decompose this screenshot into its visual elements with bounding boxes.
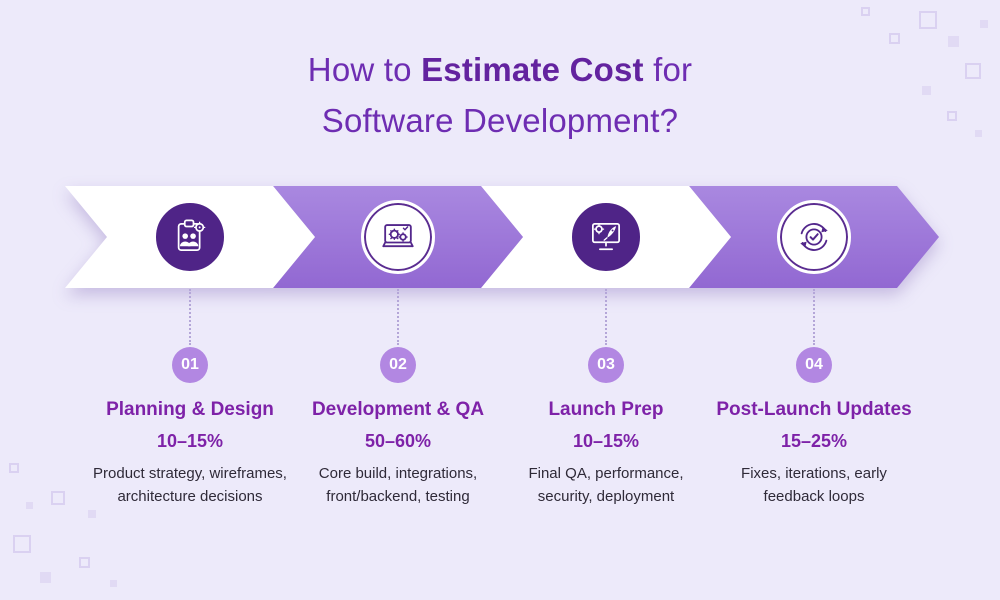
step-2-icon-circle (361, 200, 435, 274)
step-column-3: 03 Launch Prep 10–15% Final QA, performa… (494, 289, 718, 509)
step-heading: Launch Prep (548, 399, 664, 420)
step-column-1: 01 Planning & Design 10–15% Product stra… (78, 289, 302, 509)
monitor-rocket-icon (585, 216, 627, 258)
step-heading: Post-Launch Updates (716, 399, 912, 420)
connector-line (189, 289, 191, 345)
step-description: Final QA, performance, security, deploym… (528, 465, 684, 506)
step-number-badge: 02 (380, 347, 416, 383)
step-heading: Planning & Design (106, 399, 274, 420)
title-line-2: Software Development? (321, 102, 679, 140)
step-1-icon-circle (153, 200, 227, 274)
page-title: How to Estimate Cost for Software Develo… (0, 44, 1000, 146)
connector-line (605, 289, 607, 345)
title-prefix: How to (307, 51, 422, 88)
step-description: Product strategy, wireframes, architectu… (93, 465, 287, 506)
chevron-step-4 (689, 186, 939, 288)
step-number-badge: 01 (172, 347, 208, 383)
step-percent: 15–25% (780, 431, 848, 451)
step-heading: Development & QA (311, 399, 485, 420)
title-suffix: for (643, 51, 693, 88)
laptop-gears-icon (376, 215, 420, 259)
chevron-step-3 (481, 186, 731, 288)
title-bold: Estimate Cost (421, 51, 644, 88)
step-column-2: 02 Development & QA 50–60% Core build, i… (286, 289, 510, 509)
clipboard-team-icon (169, 216, 211, 258)
cycle-check-icon (792, 215, 836, 259)
chevron-step-1 (65, 186, 315, 288)
step-column-4: 04 Post-Launch Updates 15–25% Fixes, ite… (702, 289, 926, 509)
step-percent: 50–60% (364, 431, 432, 451)
step-description: Fixes, iterations, early feedback loops (741, 465, 887, 506)
step-number-badge: 04 (796, 347, 832, 383)
step-description: Core build, integrations, front/backend,… (318, 465, 478, 506)
step-4-icon-circle (777, 200, 851, 274)
step-percent: 10–15% (156, 431, 224, 451)
connector-line (397, 289, 399, 345)
step-3-icon-circle (569, 200, 643, 274)
step-number-badge: 03 (588, 347, 624, 383)
step-percent: 10–15% (572, 431, 640, 451)
connector-line (813, 289, 815, 345)
